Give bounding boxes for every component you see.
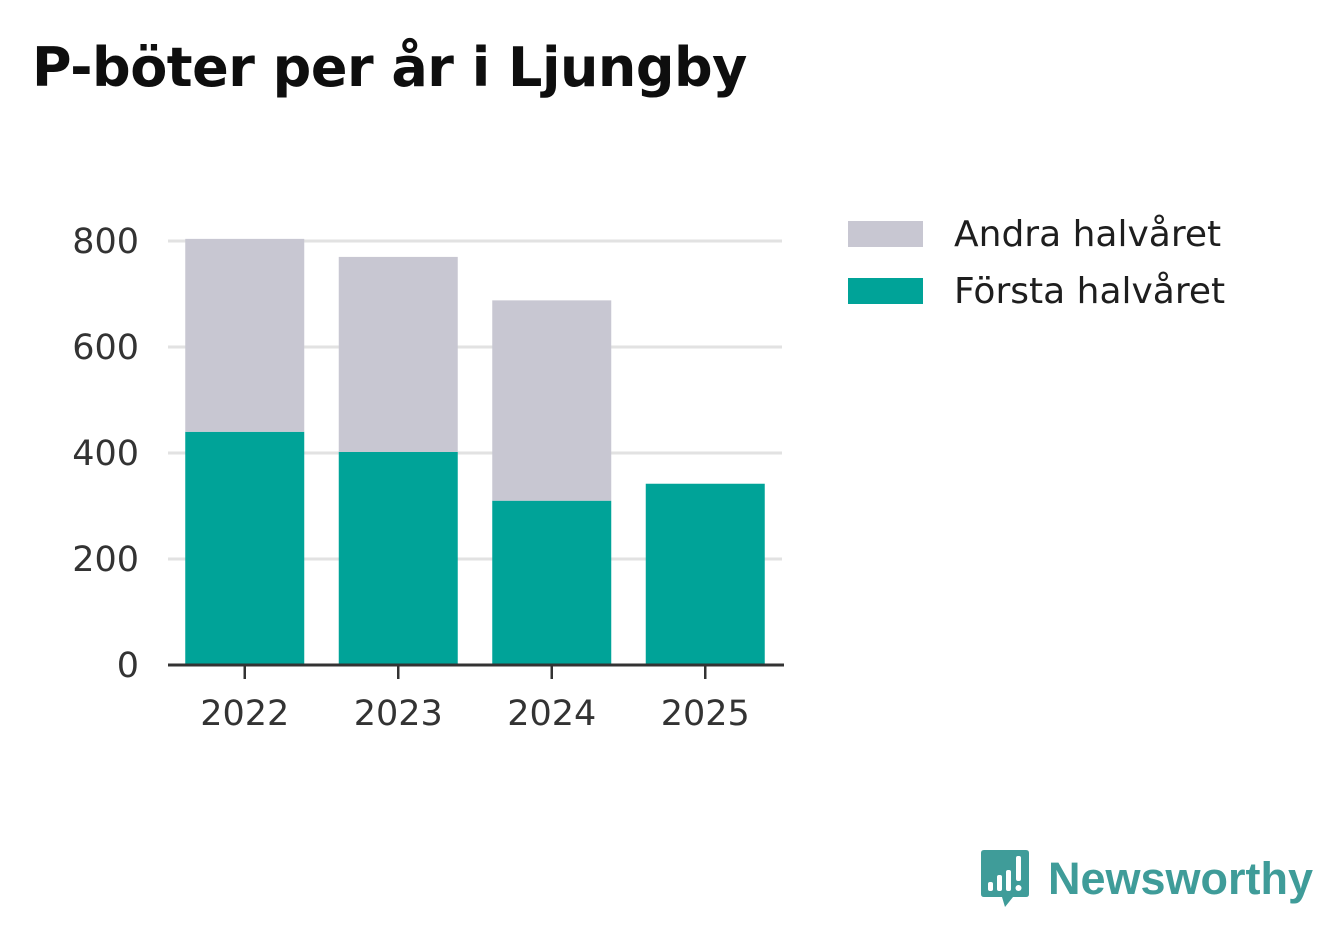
legend-item-second-half: Andra halvåret (848, 212, 1225, 256)
y-tick-label: 800 (72, 222, 139, 262)
chart-title: P-böter per år i Ljungby (32, 36, 747, 99)
legend-swatch-first-half (848, 278, 923, 304)
bar-chart: 0 200 400 600 800 2022 2023 2024 2025 (72, 222, 784, 734)
y-tick-label: 0 (117, 646, 139, 686)
x-tick-label: 2025 (661, 694, 750, 734)
newsworthy-logo-icon (981, 850, 1029, 907)
x-axis-ticks (243, 665, 707, 679)
y-tick-label: 600 (72, 328, 139, 368)
brand-name: Newsworthy (1048, 852, 1314, 904)
brand-logo: Newsworthy (980, 848, 1313, 908)
legend-item-first-half: Första halvåret (848, 269, 1225, 313)
bar-second-half (185, 238, 305, 432)
legend-swatch-second-half (848, 221, 923, 247)
y-tick-label: 400 (72, 434, 139, 474)
legend-label-first-half: Första halvåret (954, 270, 1226, 312)
x-axis-labels: 2022 2023 2024 2025 (200, 694, 750, 734)
x-tick-label: 2024 (507, 694, 596, 734)
legend: Andra halvåret Första halvåret (848, 212, 1225, 326)
x-tick-label: 2022 (200, 694, 289, 734)
bar-second-half (338, 256, 458, 452)
bar-second-half (492, 300, 612, 501)
bars (185, 238, 765, 665)
bar-first-half (185, 431, 305, 665)
legend-label-second-half: Andra halvåret (954, 213, 1222, 255)
y-tick-label: 200 (72, 540, 139, 580)
x-tick-label: 2023 (354, 694, 443, 734)
bar-first-half (645, 483, 765, 665)
bar-first-half (338, 451, 458, 665)
bar-first-half (492, 500, 612, 665)
y-axis-labels: 0 200 400 600 800 (72, 222, 139, 686)
